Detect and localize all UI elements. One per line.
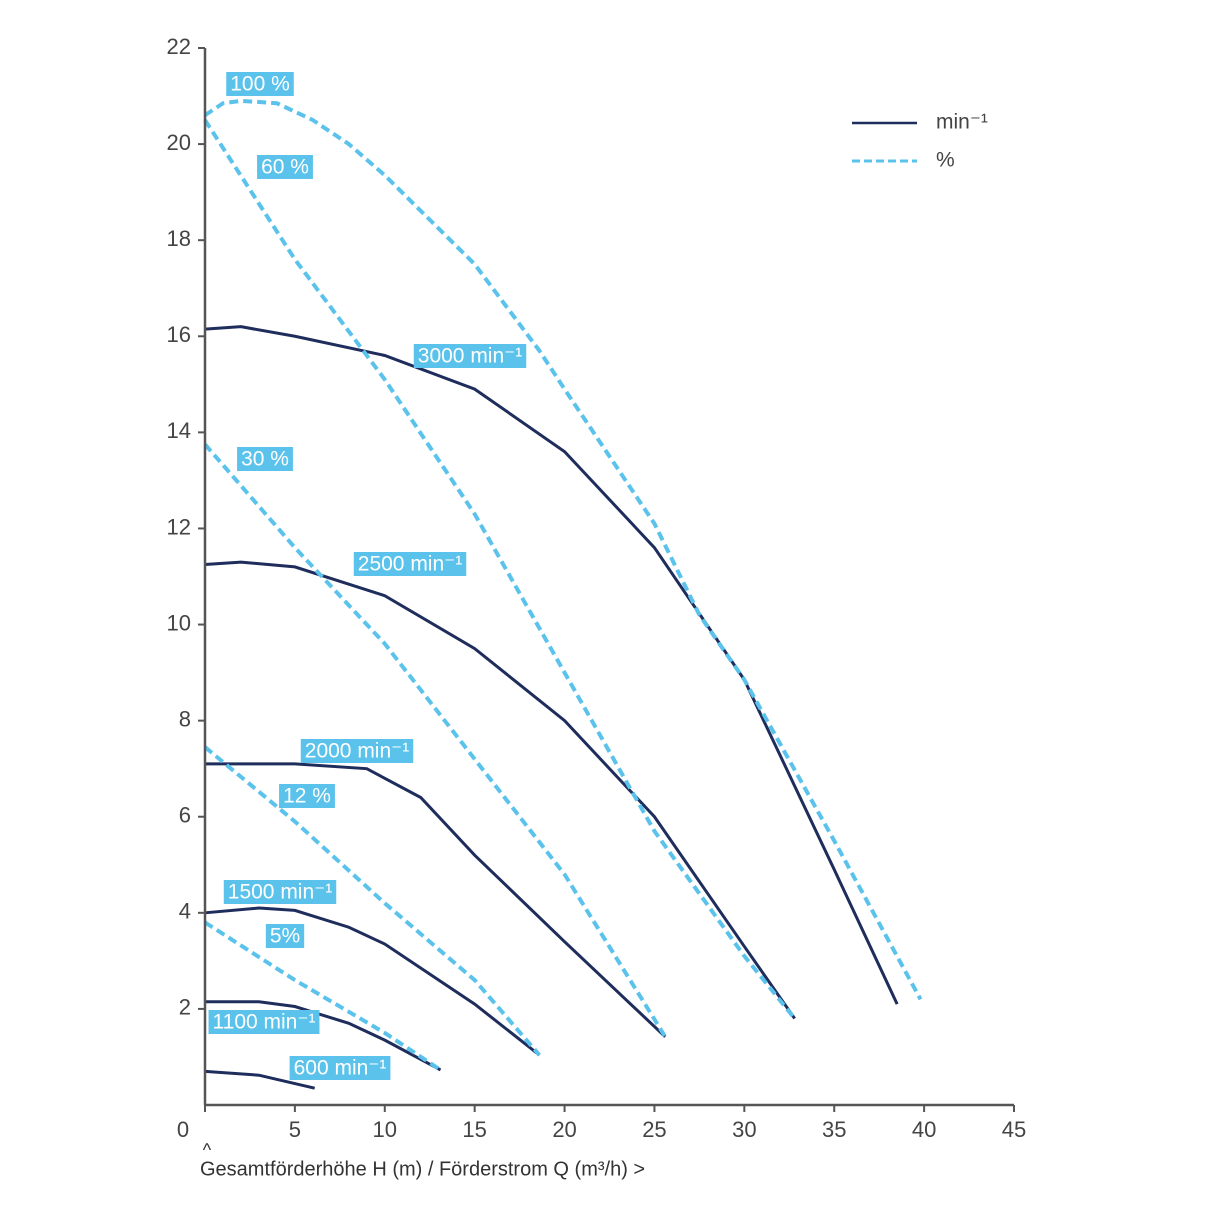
curve-label: 60 % (257, 155, 313, 179)
curve-label: 5% (265, 924, 305, 948)
y-tick-label: 14 (167, 418, 191, 443)
curve-label-box (289, 1056, 391, 1080)
curve-label-box (300, 739, 414, 763)
efficiency-curve (203, 920, 442, 1072)
curve-label-box (353, 552, 467, 576)
efficiency-curve (203, 118, 797, 1020)
x-tick-label: 30 (732, 1117, 756, 1142)
speed-curve (205, 762, 667, 1038)
legend-label: min⁻¹ (936, 111, 988, 134)
curve-label-text: 1500 min⁻¹ (228, 881, 332, 904)
curve-label-box (223, 880, 337, 904)
efficiency-curve (203, 443, 667, 1038)
x-tick-label: 35 (822, 1117, 846, 1142)
curve-label-text: 100 % (230, 73, 290, 96)
curve-label: 3000 min⁻¹ (413, 344, 527, 368)
x-tick-label: 20 (552, 1117, 576, 1142)
curve-label: 100 % (226, 72, 294, 96)
curve-label-box (265, 924, 305, 948)
curve-label-text: 2000 min⁻¹ (305, 740, 409, 763)
curve-label-text: 3000 min⁻¹ (418, 345, 522, 368)
y-tick-label: 2 (179, 995, 191, 1020)
x-tick-label: 45 (1002, 1117, 1026, 1142)
efficiency-curve (203, 98, 923, 1001)
curve-label-text: 12 % (283, 785, 331, 808)
curve-label: 1500 min⁻¹ (223, 880, 337, 904)
curve-label-text: 30 % (241, 448, 289, 471)
curve-label-box (257, 155, 313, 179)
y-tick-label: 4 (179, 899, 191, 924)
curve-label: 2500 min⁻¹ (353, 552, 467, 576)
y-tick-label: 12 (167, 514, 191, 539)
legend-box (835, 97, 1014, 193)
axis-marker: ^ (203, 1140, 212, 1160)
curve-label-box (226, 72, 294, 96)
y-tick-label: 16 (167, 322, 191, 347)
curve-label-text: 2500 min⁻¹ (358, 553, 462, 576)
curve-label: 600 min⁻¹ (289, 1056, 391, 1080)
curve-label-box (279, 784, 335, 808)
curve-label-text: 600 min⁻¹ (294, 1057, 387, 1080)
curve-label: 30 % (237, 447, 293, 471)
curve-label-text: 1100 min⁻¹ (213, 1011, 316, 1034)
y-tick-label: 8 (179, 706, 191, 731)
curve-label: 2000 min⁻¹ (300, 739, 414, 763)
x-tick-label: 10 (373, 1117, 397, 1142)
x-tick-label: 40 (912, 1117, 936, 1142)
x-tick-label: 15 (462, 1117, 486, 1142)
legend-label: % (936, 149, 955, 172)
x-tick-label: 25 (642, 1117, 666, 1142)
speed-curve (204, 325, 899, 1005)
curve-label-text: 5% (270, 925, 300, 948)
x-tick-label: 0 (177, 1117, 189, 1142)
y-tick-label: 20 (167, 130, 191, 155)
curve-label-box (237, 447, 293, 471)
y-tick-label: 10 (167, 610, 191, 635)
x-tick-label: 5 (289, 1117, 301, 1142)
speed-curve (204, 906, 541, 1057)
y-tick-label: 6 (179, 803, 191, 828)
efficiency-curve (203, 745, 541, 1057)
curve-label-text: 60 % (261, 156, 309, 179)
y-tick-label: 18 (167, 226, 191, 251)
curve-label-box (413, 344, 527, 368)
speed-curve (204, 1069, 316, 1090)
x-axis-title: Gesamtförderhöhe H (m) / Förderstrom Q (… (200, 1158, 645, 1180)
speed-curve (204, 560, 796, 1020)
y-tick-label: 22 (167, 34, 191, 59)
curve-label-box (208, 1010, 320, 1034)
curve-label: 1100 min⁻¹ (208, 1010, 320, 1034)
curve-label: 12 % (279, 784, 335, 808)
speed-curve (205, 1000, 442, 1072)
